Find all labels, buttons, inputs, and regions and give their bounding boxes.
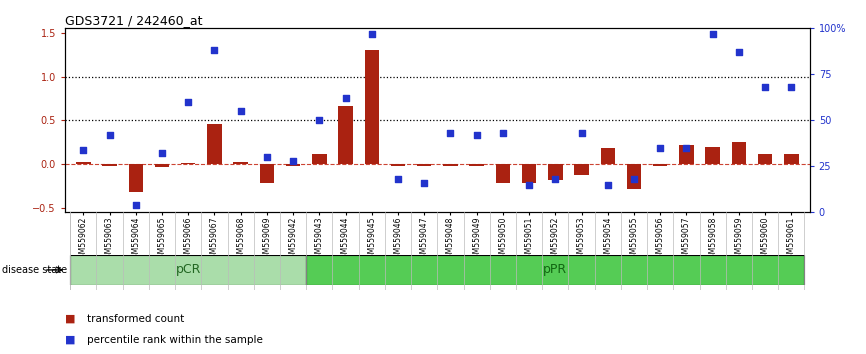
Point (365, 31, 378, 37)
Bar (443, 164, 457, 166)
Bar (207, 124, 222, 164)
Point (522, 182, 536, 188)
Bar (601, 148, 615, 164)
Point (732, 50, 746, 55)
Bar (234, 162, 248, 164)
Bar (102, 164, 117, 166)
Point (391, 176, 405, 182)
Point (785, 84, 798, 90)
Bar (260, 164, 274, 183)
Point (208, 47, 222, 53)
Bar (706, 147, 720, 164)
Bar (70, 255, 307, 285)
Bar (391, 164, 405, 166)
Point (181, 99, 195, 105)
Point (155, 151, 169, 156)
Bar (312, 154, 326, 164)
Point (76, 147, 90, 153)
Bar (365, 50, 379, 164)
Bar (574, 164, 589, 175)
Bar (522, 164, 536, 183)
Point (759, 84, 772, 90)
Point (680, 145, 694, 151)
Text: ■: ■ (65, 314, 75, 324)
Text: disease state: disease state (2, 265, 67, 275)
Point (469, 132, 483, 138)
Point (102, 132, 116, 138)
Point (601, 182, 615, 188)
Bar (495, 164, 510, 183)
Point (627, 176, 641, 182)
Bar (76, 162, 91, 164)
Point (706, 31, 720, 37)
Bar (732, 142, 746, 164)
Bar (286, 164, 301, 166)
Bar (653, 164, 668, 166)
Point (575, 130, 589, 136)
Point (417, 180, 431, 186)
Point (443, 130, 457, 136)
Text: percentile rank within the sample: percentile rank within the sample (87, 335, 262, 345)
Bar (417, 164, 431, 166)
Bar (784, 154, 798, 164)
Point (260, 154, 274, 160)
Bar (307, 255, 805, 285)
Point (286, 158, 300, 164)
Text: GDS3721 / 242460_at: GDS3721 / 242460_at (65, 14, 203, 27)
Bar (758, 154, 772, 164)
Point (313, 118, 326, 123)
Bar (181, 163, 196, 164)
Bar (548, 164, 563, 180)
Text: pCR: pCR (176, 263, 201, 276)
Point (548, 176, 562, 182)
Text: pPR: pPR (543, 263, 567, 276)
Point (496, 130, 510, 136)
Point (129, 202, 143, 208)
Bar (627, 164, 641, 189)
Point (234, 108, 248, 114)
Bar (469, 164, 484, 166)
Bar (679, 145, 694, 164)
Bar (128, 164, 143, 192)
Point (339, 96, 352, 101)
Text: transformed count: transformed count (87, 314, 184, 324)
Bar (155, 164, 169, 167)
Bar (339, 106, 352, 164)
Text: ■: ■ (65, 335, 75, 345)
Point (653, 145, 667, 151)
